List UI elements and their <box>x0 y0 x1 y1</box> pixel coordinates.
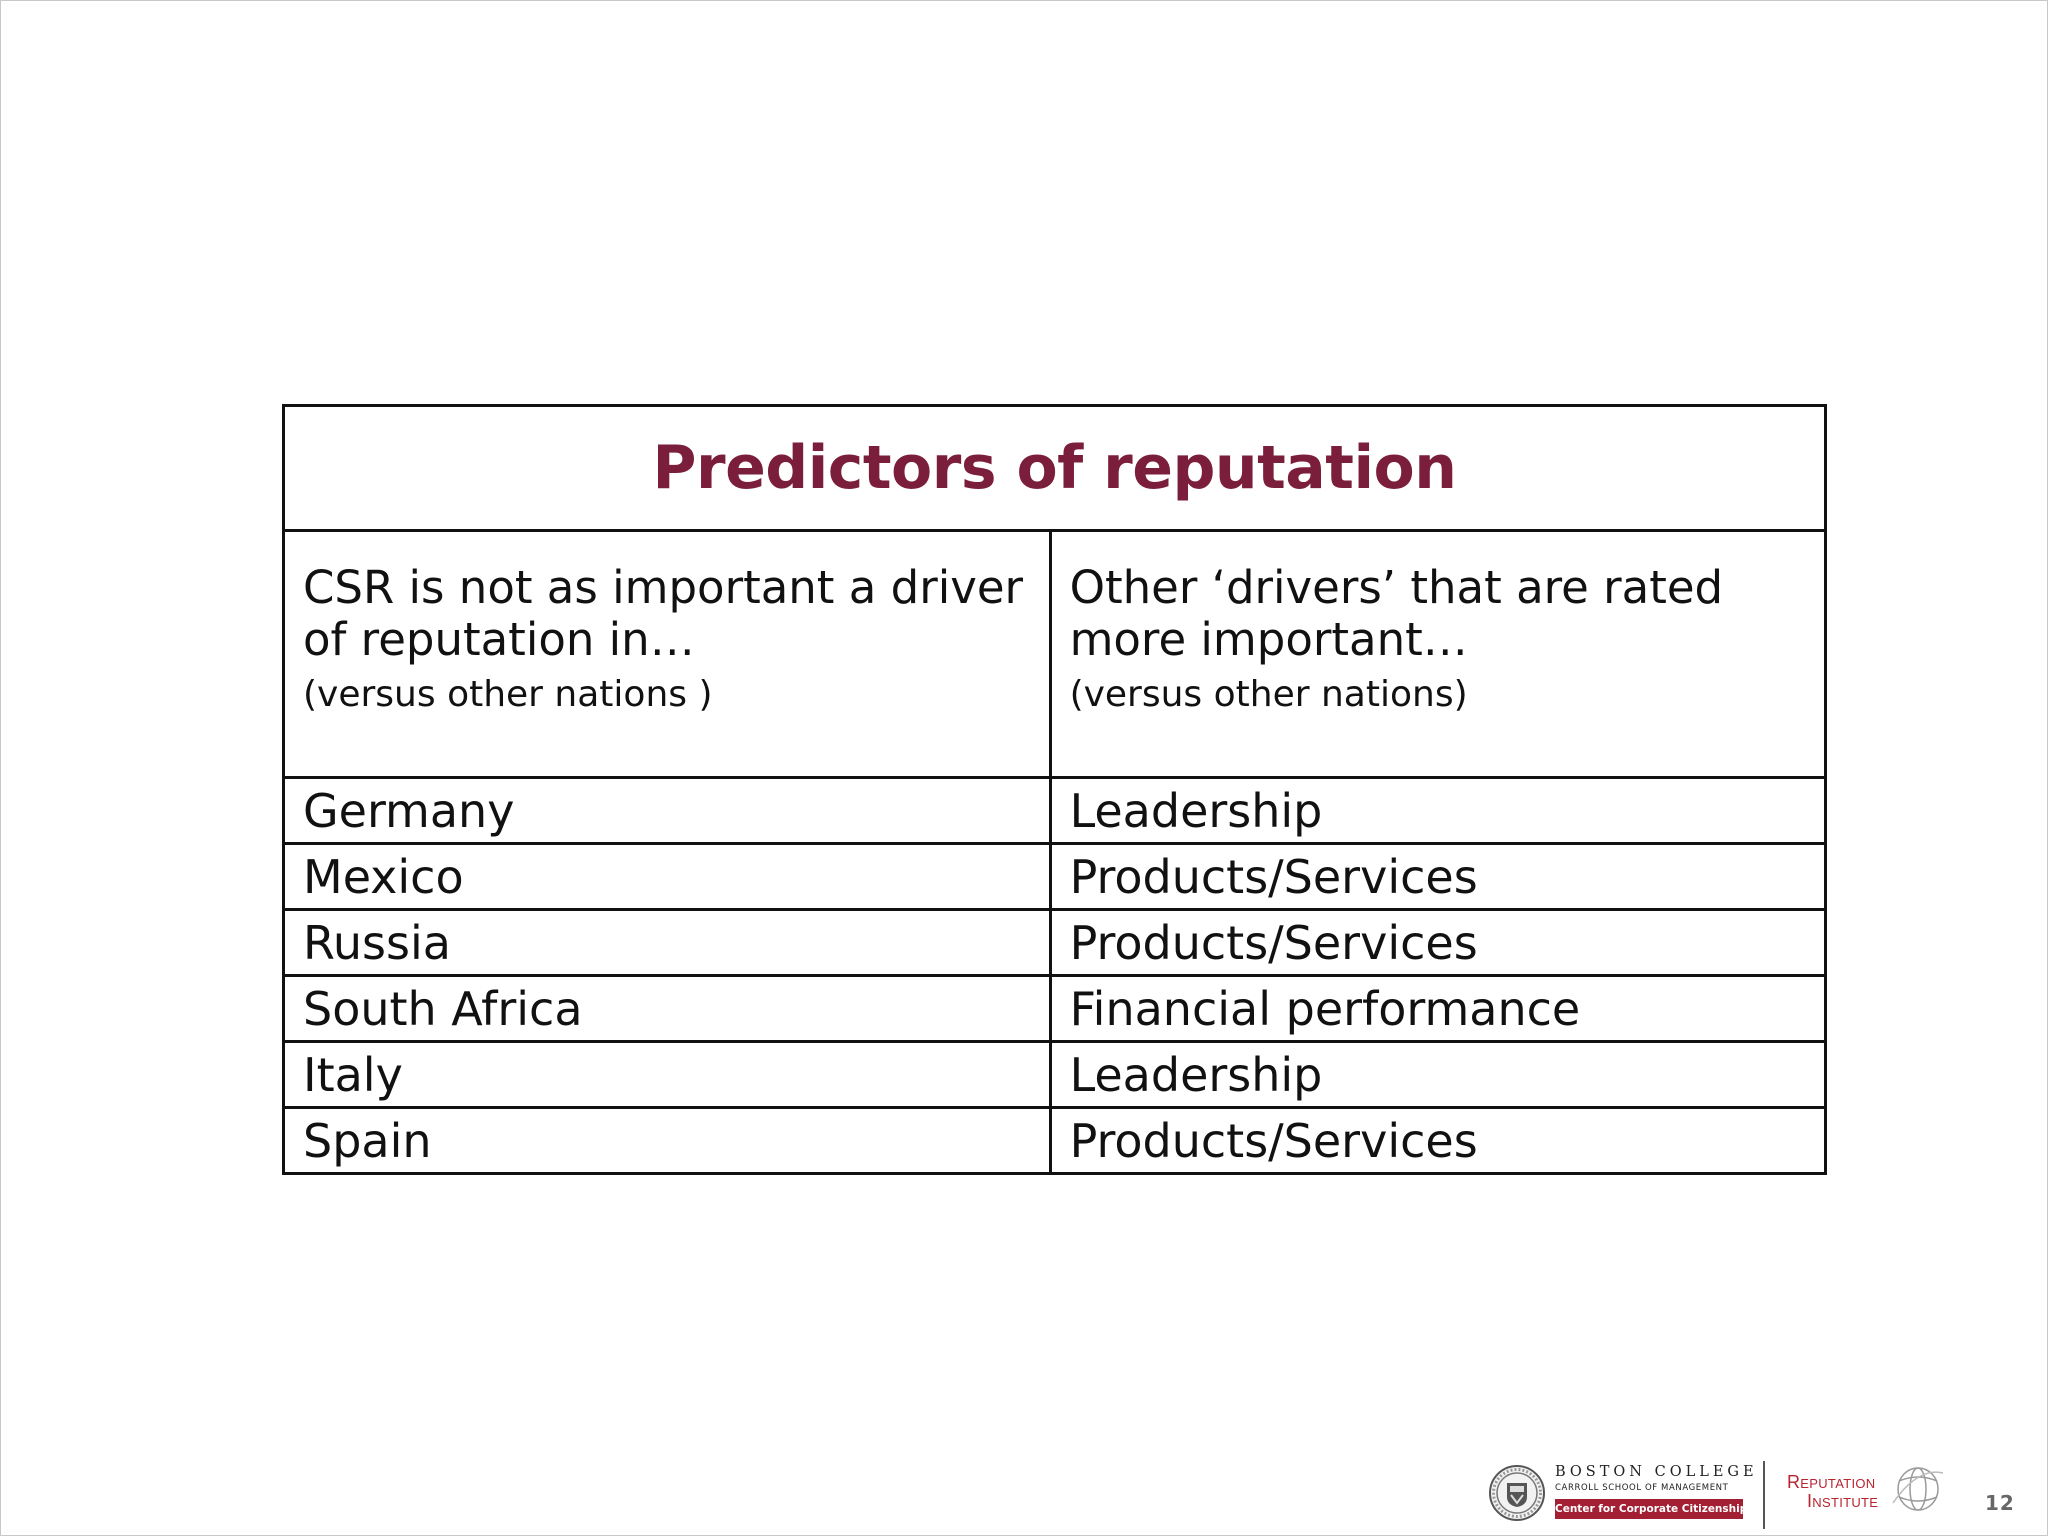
driver-cell: Products/Services <box>1048 908 1828 977</box>
boston-college-seal-icon <box>1489 1465 1545 1521</box>
country-cell: South Africa <box>282 974 1052 1043</box>
table-row: Spain Products/Services <box>282 1106 1828 1175</box>
country-cell: Mexico <box>282 842 1052 911</box>
table-row: Germany Leadership <box>282 776 1828 845</box>
header-right-main: Other ‘drivers’ that are rated more impo… <box>1069 561 1724 666</box>
table-row: Italy Leadership <box>282 1040 1828 1109</box>
driver-cell: Products/Services <box>1048 842 1828 911</box>
boston-college-logo: BOSTON COLLEGE CARROLL SCHOOL OF MANAGEM… <box>1555 1463 1758 1519</box>
footer-divider <box>1763 1461 1765 1529</box>
driver-cell: Products/Services <box>1048 1106 1828 1175</box>
header-left-sub: (versus other nations ) <box>303 674 713 715</box>
country-cell: Spain <box>282 1106 1052 1175</box>
driver-cell: Financial performance <box>1048 974 1828 1043</box>
header-left-cell: CSR is not as important a driver of repu… <box>282 529 1052 779</box>
reputation-institute-logo: Reputation Institute <box>1787 1473 1897 1511</box>
page-number: 12 <box>1985 1491 2015 1515</box>
table-title-row: Predictors of reputation <box>282 404 1827 532</box>
globe-icon <box>1892 1467 1944 1511</box>
header-right-sub: (versus other nations) <box>1069 674 1468 715</box>
ri-line1: Reputation <box>1787 1472 1876 1492</box>
table-row: Russia Products/Services <box>282 908 1828 977</box>
country-cell: Germany <box>282 776 1052 845</box>
table-row: Mexico Products/Services <box>282 842 1828 911</box>
predictors-table: Predictors of reputation CSR is not as i… <box>282 404 1828 1175</box>
country-cell: Russia <box>282 908 1052 977</box>
ri-line2: Institute <box>1807 1491 1879 1511</box>
bc-school-text: CARROLL SCHOOL OF MANAGEMENT <box>1555 1483 1729 1493</box>
driver-cell: Leadership <box>1048 776 1828 845</box>
header-left-main: CSR is not as important a driver of repu… <box>303 561 1024 666</box>
country-cell: Italy <box>282 1040 1052 1109</box>
table-header-row: CSR is not as important a driver of repu… <box>282 529 1828 779</box>
table-row: South Africa Financial performance <box>282 974 1828 1043</box>
table-title: Predictors of reputation <box>282 404 1827 532</box>
bc-center-badge: Center for Corporate Citizenship <box>1555 1499 1747 1519</box>
driver-cell: Leadership <box>1048 1040 1828 1109</box>
bc-name-text: BOSTON COLLEGE <box>1555 1464 1758 1480</box>
header-right-cell: Other ‘drivers’ that are rated more impo… <box>1048 529 1828 779</box>
